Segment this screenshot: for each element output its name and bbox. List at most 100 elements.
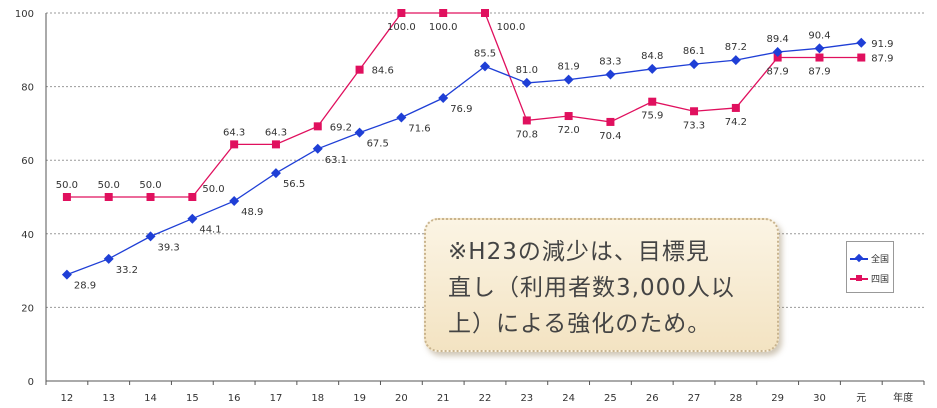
x-tick-label: 27 [688, 393, 701, 404]
data-label-national: 48.9 [241, 207, 263, 218]
x-tick-label: 24 [562, 393, 575, 404]
data-point-diamond [730, 55, 741, 66]
data-point-diamond [605, 69, 616, 80]
y-tick-label: 60 [21, 156, 34, 167]
data-label-national: 56.5 [283, 179, 305, 190]
data-point-square [690, 107, 699, 116]
data-point-diamond [480, 61, 490, 72]
data-point-diamond [312, 143, 323, 154]
data-point-square [313, 122, 322, 131]
data-label-shikoku: 64.3 [223, 127, 245, 138]
data-point-diamond [814, 43, 825, 54]
data-label-national: 63.1 [325, 155, 347, 166]
data-point-square [606, 117, 615, 126]
data-point-square [731, 103, 740, 112]
legend-label-national: 全国 [871, 255, 890, 265]
data-label-shikoku: 50.0 [56, 180, 78, 191]
legend-label-shikoku: 四国 [871, 275, 890, 285]
data-label-shikoku: 87.9 [871, 54, 893, 65]
data-label-shikoku: 64.3 [265, 127, 287, 138]
data-point-diamond [647, 63, 658, 74]
data-label-national: 81.9 [557, 62, 579, 73]
annotation-callout: ※H23の減少は、目標見 直し（利用者数3,000人以 上）による強化のため。 [424, 218, 779, 352]
x-tick-label: 28 [729, 393, 742, 404]
data-point-diamond [187, 213, 198, 224]
x-tick-label: 30 [813, 393, 826, 404]
data-point-square [355, 65, 364, 74]
x-tick-label: 20 [395, 393, 408, 404]
data-point-square [857, 53, 866, 62]
series-line-1 [66, 12, 862, 198]
data-label-national: 76.9 [450, 104, 472, 115]
data-label-shikoku: 100.0 [497, 22, 526, 33]
data-label-national: 33.2 [116, 265, 138, 276]
data-label-national: 91.9 [871, 39, 893, 50]
data-label-shikoku: 72.0 [557, 125, 579, 136]
data-label-shikoku: 50.0 [202, 184, 224, 195]
data-point-diamond [772, 47, 783, 58]
data-label-national: 89.4 [767, 34, 789, 45]
data-point-diamond [103, 253, 114, 264]
data-label-national: 39.3 [158, 242, 180, 253]
data-point-square [648, 97, 657, 106]
data-label-shikoku: 70.4 [599, 131, 621, 142]
square-marker-icon [856, 275, 862, 281]
data-point-diamond [229, 196, 240, 207]
x-tick-label: 13 [102, 393, 115, 404]
data-label-national: 81.0 [516, 65, 538, 76]
x-tick-label: 22 [479, 393, 492, 404]
x-tick-label: 25 [604, 393, 617, 404]
x-tick-label: 21 [437, 393, 450, 404]
data-label-shikoku: 74.2 [725, 117, 747, 128]
data-label-shikoku: 100.0 [429, 22, 458, 33]
data-label-national: 87.2 [725, 42, 747, 53]
data-label-shikoku: 50.0 [139, 180, 161, 191]
data-point-square [815, 53, 824, 62]
data-label-shikoku: 87.9 [767, 67, 789, 78]
data-label-national: 86.1 [683, 46, 705, 57]
data-point-diamond [563, 74, 574, 85]
x-tick-label: 18 [311, 393, 324, 404]
data-label-national: 84.8 [641, 51, 663, 62]
x-tick-label: 12 [61, 393, 74, 404]
y-tick-label: 80 [21, 83, 34, 94]
data-point-diamond [438, 93, 449, 104]
data-point-square [271, 140, 280, 149]
legend-item-national: 全国 [850, 252, 894, 266]
data-point-square [522, 116, 531, 125]
x-tick-label: 23 [520, 393, 533, 404]
data-label-national: 71.6 [408, 124, 430, 135]
data-label-national: 67.5 [367, 139, 389, 150]
x-tick-label: 19 [353, 393, 366, 404]
data-label-national: 28.9 [74, 281, 96, 292]
data-point-diamond [521, 77, 532, 88]
x-tick-label: 14 [144, 393, 157, 404]
data-point-diamond [689, 59, 700, 70]
data-label-shikoku: 84.6 [372, 66, 394, 77]
data-label-shikoku: 50.0 [98, 180, 120, 191]
data-point-diamond [396, 112, 407, 123]
data-point-diamond [145, 231, 156, 242]
x-tick-label: 元 [856, 393, 866, 404]
series-line-0 [66, 42, 862, 276]
legend: 全国 四国 [846, 241, 894, 293]
y-tick-label: 20 [21, 303, 34, 314]
data-label-national: 83.3 [599, 56, 621, 67]
y-tick-label: 100 [15, 9, 34, 20]
x-unit-label: 年度 [893, 391, 913, 404]
x-tick-label: 15 [186, 393, 199, 404]
x-tick-label: 17 [270, 393, 283, 404]
x-tick-label: 26 [646, 393, 659, 404]
data-label-national: 44.1 [199, 225, 221, 236]
data-point-square [397, 9, 406, 17]
data-point-square [564, 112, 573, 121]
legend-item-shikoku: 四国 [850, 272, 894, 286]
data-label-shikoku: 70.8 [516, 129, 538, 140]
data-point-diamond [354, 127, 365, 138]
data-point-square [481, 9, 489, 17]
y-tick-label: 40 [21, 230, 34, 241]
data-point-square [773, 53, 782, 62]
data-point-square [62, 193, 71, 201]
data-point-diamond [270, 168, 281, 179]
